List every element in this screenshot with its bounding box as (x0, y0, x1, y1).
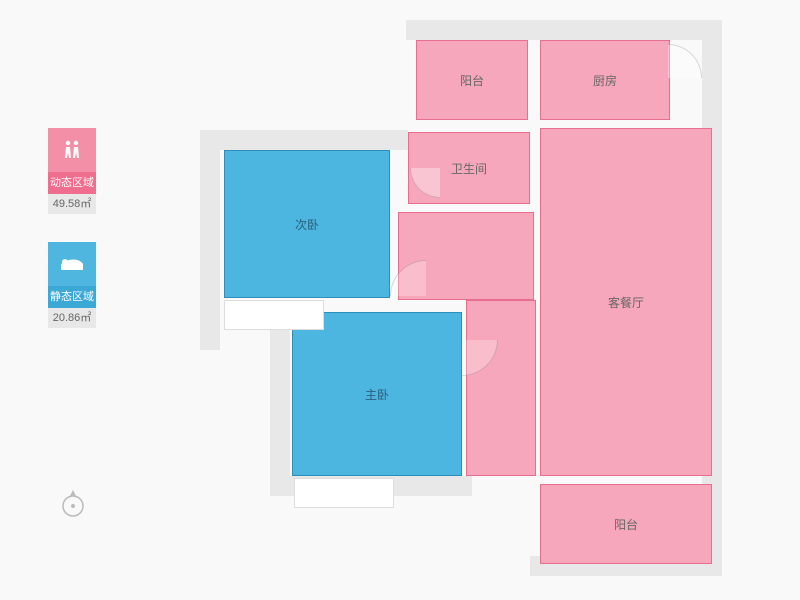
room-living: 客餐厅 (540, 128, 712, 476)
window (294, 478, 394, 508)
room-balcony_bottom: 阳台 (540, 484, 712, 564)
room-secondary_bed: 次卧 (224, 150, 390, 298)
room-label: 阳台 (614, 516, 638, 533)
wall-segment (406, 20, 722, 40)
bed-icon (48, 242, 96, 286)
room-label: 客餐厅 (608, 294, 644, 311)
room-label: 厨房 (593, 72, 617, 89)
room-kitchen: 厨房 (540, 40, 670, 120)
legend-static-label: 静态区域 (48, 286, 96, 308)
legend-static-value: 20.86㎡ (48, 308, 96, 328)
room-label: 阳台 (460, 72, 484, 89)
people-icon (48, 128, 96, 172)
wall-segment (200, 130, 408, 150)
wall-segment (270, 330, 290, 496)
room-label: 次卧 (295, 216, 319, 233)
door-arc (390, 260, 426, 296)
legend-dynamic-value: 49.58㎡ (48, 194, 96, 214)
legend-static: 静态区域 20.86㎡ (48, 242, 96, 328)
legend-dynamic-label: 动态区域 (48, 172, 96, 194)
door-arc (668, 44, 702, 78)
legend-panel: 动态区域 49.58㎡ 静态区域 20.86㎡ (48, 128, 96, 356)
room-corridor2 (466, 300, 536, 476)
room-label: 卫生间 (451, 160, 487, 177)
room-balcony_top: 阳台 (416, 40, 528, 120)
compass-icon (58, 488, 88, 518)
wall-segment (200, 130, 220, 350)
room-label: 主卧 (365, 386, 389, 403)
room-master_bed: 主卧 (292, 312, 462, 476)
window (224, 300, 324, 330)
legend-dynamic: 动态区域 49.58㎡ (48, 128, 96, 214)
